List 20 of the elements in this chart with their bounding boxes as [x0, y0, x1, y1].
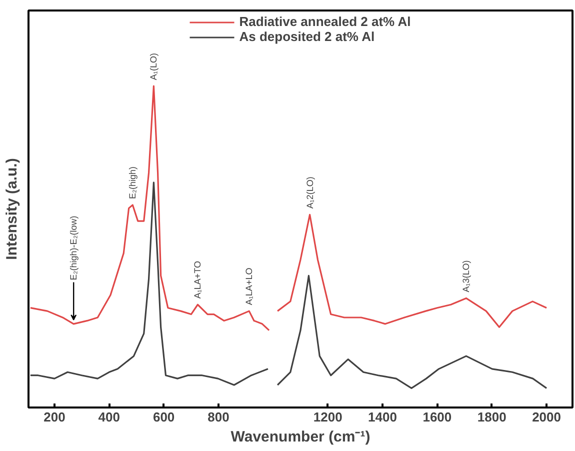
annotation: E₂(high)	[128, 166, 138, 200]
y-axis-title: Intensity (a.u.)	[4, 158, 20, 260]
legend-label: As deposited 2 at% Al	[239, 29, 375, 44]
legend-label: Radiative annealed 2 at% Al	[239, 14, 411, 29]
annotation: E₂(high)-E₂(low)	[68, 216, 79, 280]
annotation: A₁3(LO)	[461, 260, 472, 292]
annotation: A₁LA+TO	[192, 261, 203, 299]
x-tick-label: 1400	[368, 410, 397, 424]
x-tick-label: 2000	[532, 410, 561, 424]
x-tick-label: 1600	[422, 410, 452, 424]
x-axis-title: Wavenumber (cm⁻¹)	[230, 428, 370, 446]
x-tick-label: 400	[98, 410, 120, 424]
x-tick-label: 1800	[477, 410, 506, 424]
annotation: A₁LA+LO	[244, 268, 254, 306]
annotation: A₁2(LO)	[304, 176, 315, 209]
x-tick-label: 1200	[313, 410, 342, 424]
x-tick-label: 600	[152, 410, 175, 424]
x-tick-label: 200	[44, 410, 66, 424]
x-tick-label: 800	[208, 410, 230, 424]
annotation: A₁(LO)	[148, 53, 159, 80]
